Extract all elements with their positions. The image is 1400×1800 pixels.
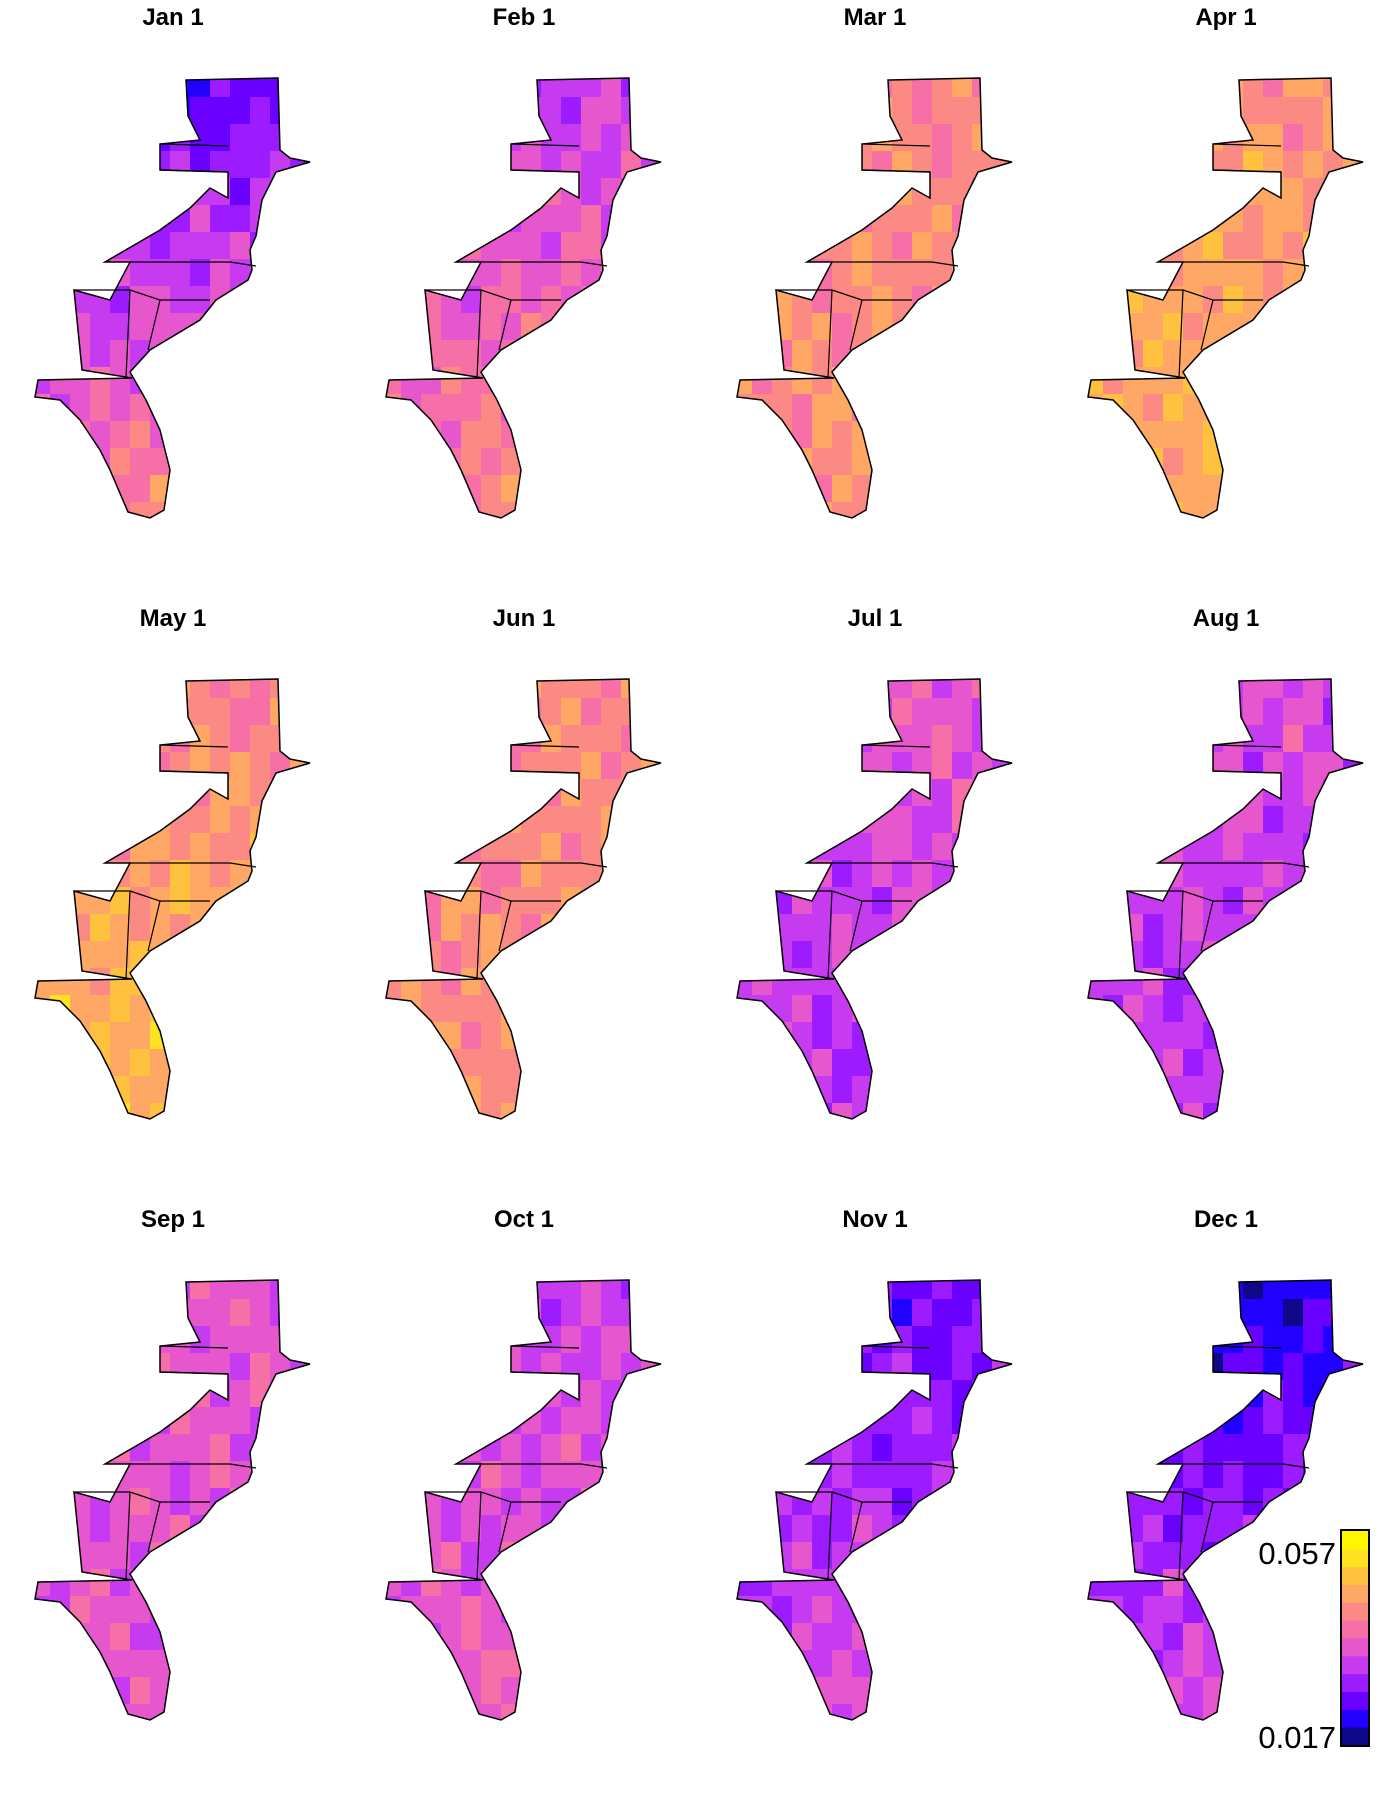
colorbar-swatch (1342, 1691, 1368, 1710)
inner-state-borders (74, 143, 257, 379)
colorbar-swatch (1342, 1727, 1368, 1746)
inner-state-borders (1127, 143, 1310, 379)
panel-title: May 1 (140, 605, 207, 632)
colorbar-frame (1340, 1529, 1370, 1747)
inner-state-borders (776, 1345, 959, 1581)
colorbar-swatch (1342, 1655, 1368, 1675)
panel-title: Jan 1 (142, 4, 203, 31)
map-panel: Nov 1 (736, 1206, 1013, 1721)
panel-title: Mar 1 (844, 4, 907, 31)
colorbar-swatch (1342, 1531, 1368, 1550)
colorbar-swatch (1342, 1584, 1368, 1603)
inner-state-borders (425, 143, 608, 379)
panel-title: Aug 1 (1193, 605, 1260, 632)
map-panel: Jun 1 (385, 605, 662, 1120)
inner-state-borders (74, 1345, 257, 1581)
inner-state-borders (74, 744, 257, 980)
map-panel: Apr 1 (1087, 4, 1364, 519)
colorbar-swatch (1342, 1548, 1368, 1568)
panel-title: Nov 1 (842, 1206, 907, 1233)
map-panel: Jan 1 (34, 4, 311, 519)
panel-title: Dec 1 (1194, 1206, 1258, 1233)
colorbar-swatches (1342, 1531, 1368, 1746)
map-panel: Oct 1 (385, 1206, 662, 1721)
map-panel: Mar 1 (736, 4, 1013, 519)
inner-state-borders (1127, 1345, 1310, 1581)
map-panel: Aug 1 (1087, 605, 1364, 1120)
inner-state-borders (1127, 744, 1310, 980)
colorbar-swatch (1342, 1620, 1368, 1639)
colorbar-swatch (1342, 1638, 1368, 1657)
map-panel-grid: Jan 1 Feb 1 Mar 1 Apr 1 May 1 Jun 1 Jul 1 Aug 1… (34, 4, 1364, 1721)
map-panel: Jul 1 (736, 605, 1013, 1120)
inner-state-borders (425, 744, 608, 980)
inner-state-borders (776, 143, 959, 379)
colorbar-swatch (1342, 1673, 1368, 1692)
colorbar-max-label: 0.057 (1258, 1536, 1336, 1571)
colorbar-swatch (1342, 1602, 1368, 1621)
colorbar-swatch (1342, 1566, 1368, 1585)
colorbar-legend: 0.057 0.017 (1258, 1529, 1370, 1755)
colorbar-min-label: 0.017 (1258, 1720, 1336, 1755)
map-panel: Feb 1 (385, 4, 662, 519)
panel-title: Apr 1 (1195, 4, 1256, 31)
map-panel: May 1 (34, 605, 311, 1120)
map-panel: Dec 1 (1087, 1206, 1364, 1721)
map-panel: Sep 1 (34, 1206, 311, 1721)
panel-title: Sep 1 (141, 1206, 205, 1233)
panel-title: Feb 1 (493, 4, 556, 31)
panel-title: Oct 1 (494, 1206, 554, 1233)
inner-state-borders (425, 1345, 608, 1581)
colorbar-swatch (1342, 1709, 1368, 1728)
inner-state-borders (776, 744, 959, 980)
panel-title: Jul 1 (848, 605, 903, 632)
panel-title: Jun 1 (493, 605, 556, 632)
